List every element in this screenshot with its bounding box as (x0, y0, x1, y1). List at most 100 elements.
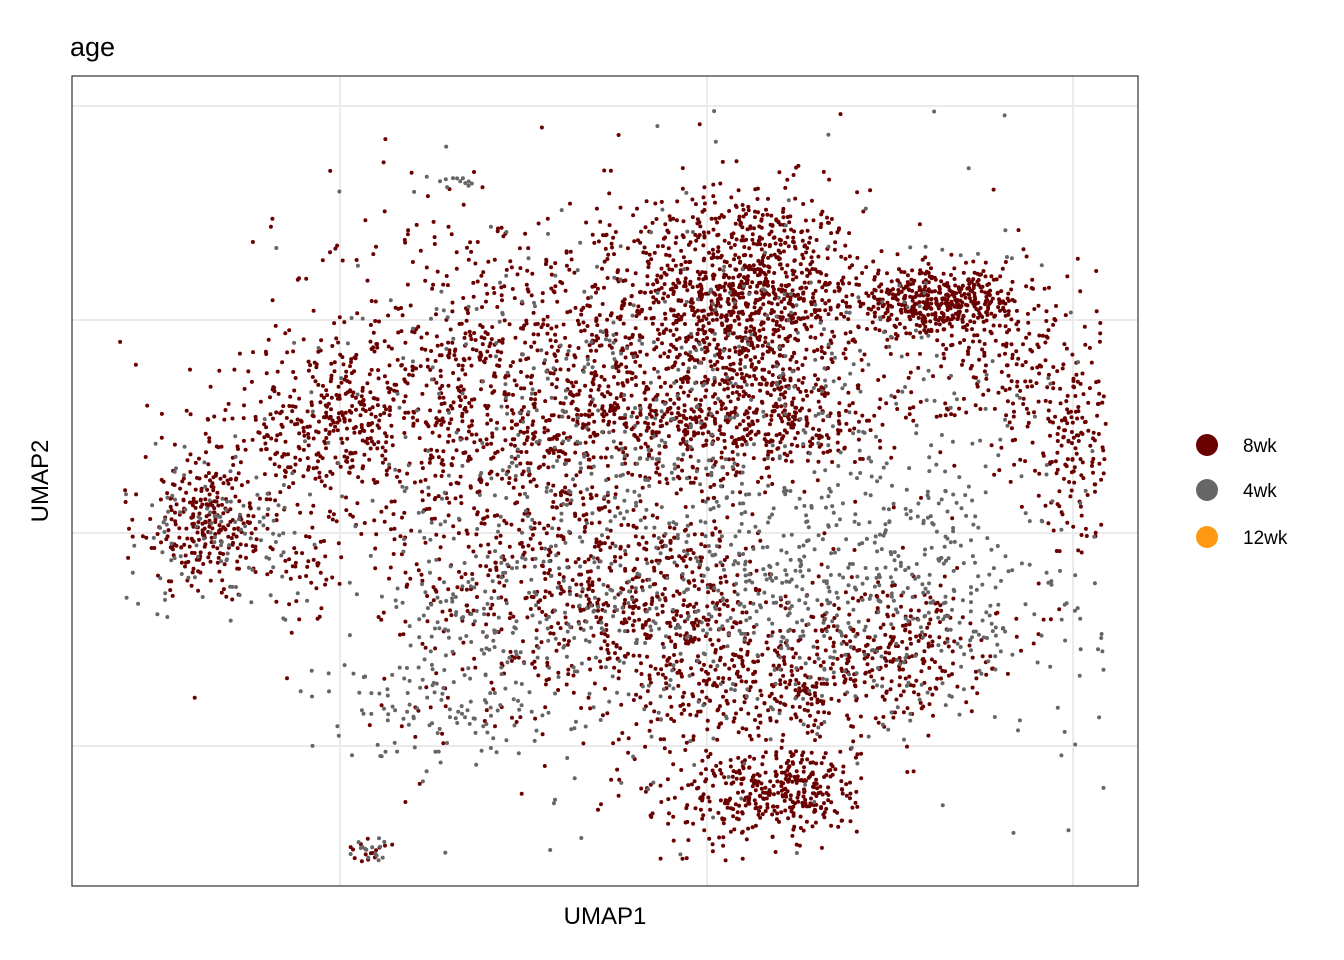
point-8wk (945, 281, 950, 286)
point-8wk (943, 301, 948, 306)
point-8wk (1037, 363, 1042, 368)
point-8wk (185, 458, 190, 463)
point-8wk (725, 604, 730, 608)
point-8wk (470, 419, 475, 423)
point-8wk (485, 291, 490, 296)
point-8wk (864, 291, 869, 296)
point-8wk (663, 598, 668, 603)
point-8wk (259, 447, 264, 452)
point-8wk (221, 552, 226, 556)
point-8wk (950, 302, 955, 307)
point-8wk (681, 255, 686, 260)
point-8wk (1009, 342, 1014, 347)
point-8wk (708, 359, 713, 364)
point-8wk (825, 391, 830, 396)
point-8wk (263, 441, 268, 446)
point-8wk (639, 229, 643, 234)
point-8wk (830, 460, 835, 464)
point-8wk (350, 514, 355, 519)
point-8wk (665, 228, 670, 233)
point-8wk (825, 215, 829, 220)
point-8wk (556, 688, 561, 692)
point-8wk (1074, 451, 1079, 456)
point-8wk (636, 606, 641, 610)
point-8wk (439, 402, 444, 406)
point-8wk (905, 283, 910, 288)
point-8wk (779, 770, 784, 775)
point-8wk (524, 282, 529, 287)
point-8wk (732, 409, 737, 414)
point-8wk (565, 558, 570, 563)
point-8wk (174, 502, 179, 507)
point-8wk (387, 465, 392, 470)
point-8wk (791, 272, 796, 277)
point-8wk (781, 326, 786, 331)
point-8wk (863, 592, 867, 597)
point-8wk (522, 441, 527, 446)
point-8wk (492, 589, 497, 594)
point-8wk (524, 318, 529, 323)
point-8wk (381, 610, 386, 615)
point-8wk (785, 339, 790, 344)
point-8wk (492, 291, 497, 295)
point-8wk (938, 450, 943, 455)
point-8wk (855, 383, 860, 388)
point-8wk (795, 430, 800, 435)
point-8wk (428, 705, 433, 710)
point-8wk (770, 457, 775, 462)
point-8wk (977, 339, 982, 344)
point-8wk (718, 296, 723, 301)
point-8wk (655, 273, 660, 278)
point-8wk (788, 793, 793, 798)
point-8wk (546, 523, 551, 528)
point-8wk (714, 317, 719, 322)
point-8wk (890, 296, 895, 301)
point-8wk (301, 429, 306, 434)
point-8wk (545, 428, 550, 433)
point-8wk (800, 363, 805, 367)
point-8wk (836, 431, 841, 436)
point-8wk (774, 774, 779, 778)
point-8wk (774, 719, 779, 724)
point-8wk (535, 348, 540, 353)
point-8wk (800, 380, 805, 385)
point-8wk (678, 385, 683, 390)
point-8wk (835, 810, 840, 815)
point-8wk (1036, 493, 1041, 498)
point-8wk (337, 581, 342, 586)
point-8wk (475, 240, 480, 244)
point-8wk (274, 512, 279, 517)
point-8wk (619, 702, 624, 707)
point-8wk (815, 639, 820, 644)
point-8wk (1076, 405, 1081, 409)
point-8wk (748, 336, 753, 341)
point-8wk (619, 394, 624, 399)
point-8wk (503, 438, 508, 443)
point-8wk (838, 428, 843, 433)
point-8wk (679, 262, 684, 267)
point-8wk (949, 324, 954, 329)
point-8wk (448, 327, 453, 332)
point-8wk (668, 287, 673, 292)
point-8wk (382, 676, 387, 681)
point-8wk (660, 341, 664, 346)
point-8wk (236, 447, 240, 451)
point-8wk (1078, 289, 1083, 294)
point-8wk (910, 298, 915, 303)
point-8wk (438, 545, 443, 550)
point-8wk (741, 664, 746, 669)
point-8wk (878, 397, 883, 402)
point-8wk (665, 658, 670, 663)
point-8wk (712, 362, 717, 367)
point-8wk (621, 621, 626, 626)
point-8wk (692, 584, 697, 588)
point-8wk (933, 296, 938, 301)
point-8wk (188, 412, 193, 417)
point-8wk (587, 656, 592, 661)
point-8wk (643, 387, 648, 392)
point-8wk (798, 296, 803, 301)
point-8wk (805, 274, 810, 278)
point-8wk (573, 305, 578, 310)
point-8wk (759, 218, 764, 223)
point-8wk (328, 250, 332, 255)
